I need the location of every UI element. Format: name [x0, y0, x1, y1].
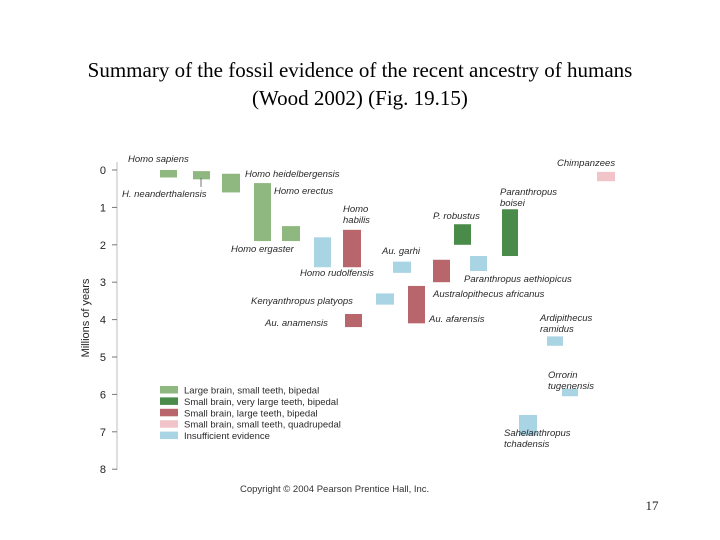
label-p-robustus: P. robustus	[433, 211, 480, 222]
legend-label-large-teeth: Small brain, large teeth, bipedal	[184, 408, 318, 419]
legend-label-very-large-teeth: Small brain, very large teeth, bipedal	[184, 397, 338, 408]
label-sahelanthropus-tchadensis: Sahelanthropus tchadensis	[504, 428, 571, 450]
bar-ardipithecus-ramidus	[547, 336, 563, 346]
label-h-neanderthalensis: H. neanderthalensis	[122, 189, 207, 200]
y-tick-label: 4	[100, 315, 106, 327]
label-homo-heidelbergensis: Homo heidelbergensis	[245, 169, 340, 180]
y-tick-label: 8	[100, 464, 106, 476]
taxa-labels: Homo sapiens H. neanderthalensis Homo heid…	[122, 154, 615, 450]
label-kenyanthropus-platyops: Kenyanthropus platyops	[251, 296, 353, 307]
label-paranthropus-boisei: Paranthropus boisei	[500, 187, 557, 209]
bar-h-neanderthalensis	[193, 171, 210, 180]
label-orrorin-tugenensis: Orrorin tugenensis	[548, 370, 594, 392]
y-axis: 0 1 2 3 4 5 6 7 8 Millions of years	[80, 162, 118, 476]
bar-homo-habilis	[343, 229, 361, 268]
label-ardipithecus-ramidus: Ardipithecus ramidus	[539, 313, 593, 335]
y-tick-label: 1	[100, 202, 106, 214]
page-number: 17	[645, 498, 659, 513]
bar-chimpanzees	[597, 171, 615, 182]
legend-swatch-large-teeth	[160, 408, 178, 417]
copyright-notice: Copyright © 2004 Pearson Prentice Hall, …	[240, 484, 429, 495]
legend-label-insufficient: Insufficient evidence	[184, 431, 270, 442]
bar-sahelanthropus-tchadensis	[519, 414, 537, 436]
y-axis-title: Millions of years	[80, 278, 92, 357]
label-australopithecus-africanus: Australopithecus africanus	[432, 289, 545, 300]
slide-title-line-2: (Wood 2002) (Fig. 19.15)	[252, 86, 468, 110]
legend-swatch-large-brain	[160, 386, 178, 394]
bar-au-afarensis	[408, 285, 425, 324]
y-tick-label: 0	[100, 165, 106, 177]
label-au-anamensis: Au. anamensis	[264, 318, 328, 329]
label-homo-rudolfensis: Homo rudolfensis	[300, 268, 374, 279]
bar-paranthropus-boisei	[502, 209, 518, 257]
legend-label-large-brain: Large brain, small teeth, bipedal	[184, 386, 319, 397]
bar-homo-erectus	[254, 183, 271, 242]
y-tick-label: 5	[100, 352, 106, 364]
label-au-afarensis: Au. afarensis	[428, 314, 485, 325]
bar-homo-heidelbergensis	[222, 173, 240, 193]
label-paranthropus-aethiopicus: Paranthropus aethiopicus	[464, 274, 572, 285]
bar-p-robustus	[454, 224, 471, 245]
bar-homo-rudolfensis	[314, 237, 331, 268]
y-tick-label: 2	[100, 240, 106, 252]
legend-swatch-insufficient	[160, 431, 178, 440]
slide-title-line-1: Summary of the fossil evidence of the re…	[87, 58, 633, 82]
label-au-garhi: Au. garhi	[381, 246, 421, 257]
bar-homo-ergaster	[282, 226, 300, 242]
legend-swatch-quadrupedal	[160, 420, 178, 428]
y-tick-label: 6	[100, 389, 106, 401]
bar-au-garhi	[393, 261, 411, 273]
label-chimpanzees: Chimpanzees	[557, 158, 615, 169]
slide-title: Summary of the fossil evidence of the re…	[40, 56, 680, 112]
y-tick-label: 3	[100, 277, 106, 289]
legend-label-quadrupedal: Small brain, small teeth, quadrupedal	[184, 420, 341, 431]
bar-kenyanthropus-platyops	[376, 293, 394, 305]
taxa-bars	[160, 170, 615, 436]
y-tick-label: 7	[100, 427, 106, 439]
bar-au-anamensis	[345, 313, 362, 328]
label-homo-sapiens: Homo sapiens	[128, 154, 189, 165]
label-homo-erectus: Homo erectus	[274, 186, 333, 197]
label-homo-ergaster: Homo ergaster	[231, 244, 295, 255]
bar-homo-sapiens	[160, 170, 177, 178]
legend-swatch-very-large-teeth	[160, 397, 178, 405]
bar-paranthropus-aethiopicus	[470, 256, 487, 271]
bar-australopithecus-africanus	[433, 259, 450, 283]
bar-orrorin-tugenensis	[562, 388, 578, 397]
label-homo-habilis: Homo habilis	[343, 204, 370, 226]
